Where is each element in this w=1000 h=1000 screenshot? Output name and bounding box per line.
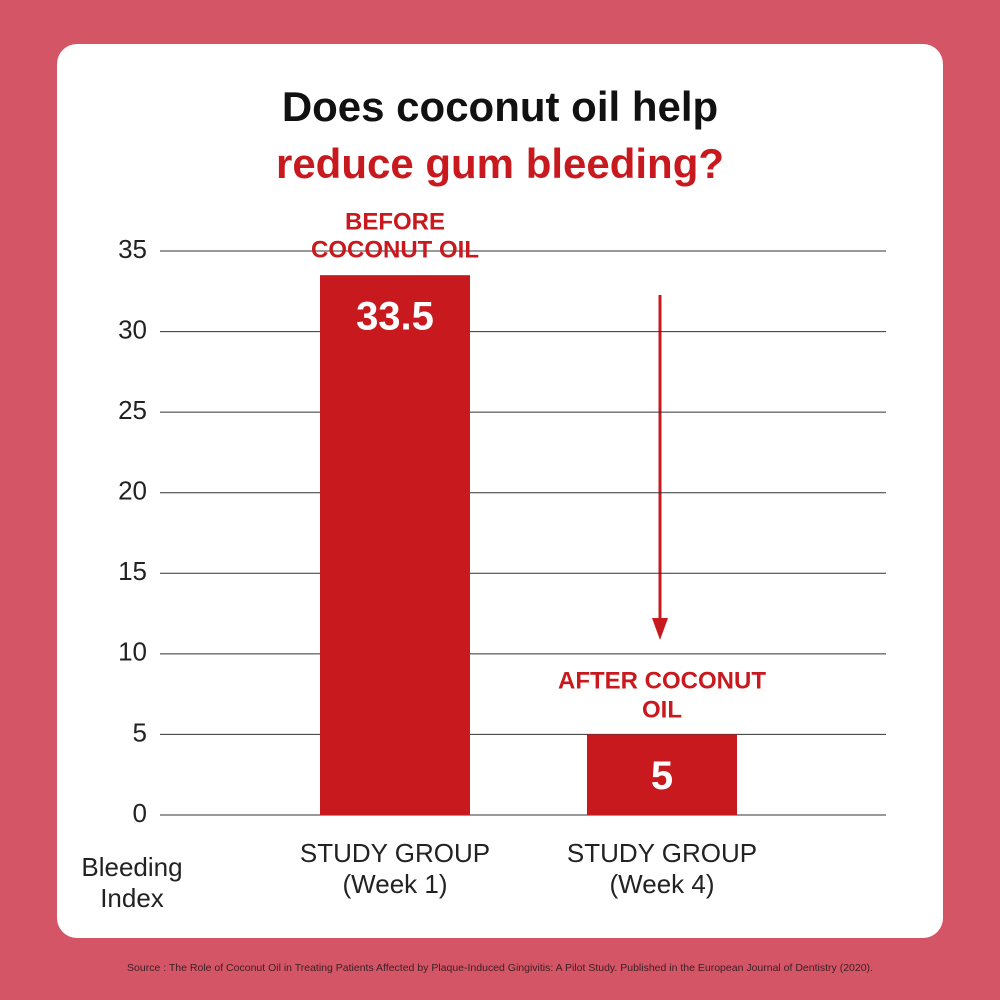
value-label: 33.5 <box>356 295 434 339</box>
y-tick-label: 20 <box>118 476 147 506</box>
bar <box>320 275 470 816</box>
y-tick-label: 30 <box>118 314 147 344</box>
chart-subtitle: reduce gum bleeding? <box>276 140 724 187</box>
card <box>57 44 943 938</box>
x-tick-label: STUDY GROUP (Week 4) <box>566 838 758 899</box>
y-tick-label: 5 <box>133 717 147 747</box>
bar-annotation: AFTER COCONUT OIL <box>558 667 766 724</box>
y-tick-label: 0 <box>133 798 147 828</box>
value-label: 5 <box>651 754 673 798</box>
x-tick-label: STUDY GROUP (Week 1) <box>299 838 491 899</box>
bar-annotation: BEFORE COCONUT OIL <box>311 208 479 264</box>
source: Source : The Role of Coconut Oil in Trea… <box>127 962 873 974</box>
y-tick-label: 10 <box>118 637 147 667</box>
y-axis-title: Bleeding Index <box>81 852 183 913</box>
arrow-head <box>652 618 668 640</box>
y-tick-label: 15 <box>118 556 147 586</box>
chart-title: Does coconut oil help <box>282 83 718 130</box>
y-tick-label: 35 <box>118 234 147 264</box>
y-tick-label: 25 <box>118 395 147 425</box>
bar <box>587 734 737 815</box>
